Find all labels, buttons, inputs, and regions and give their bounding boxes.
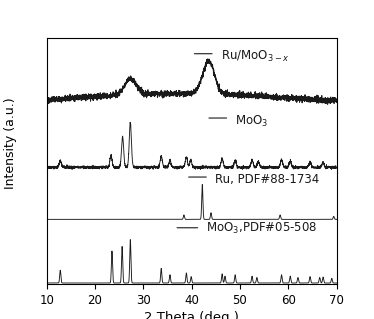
Text: MoO$_3$,PDF#05-508: MoO$_3$,PDF#05-508 (206, 221, 318, 236)
X-axis label: 2 Theta (deg.): 2 Theta (deg.) (144, 311, 239, 319)
Text: Ru, PDF#88-1734: Ru, PDF#88-1734 (215, 173, 319, 186)
Text: MoO$_3$: MoO$_3$ (235, 114, 269, 129)
Text: Intensity (a.u.): Intensity (a.u.) (4, 98, 17, 189)
Text: Ru/MoO$_{3-x}$: Ru/MoO$_{3-x}$ (221, 49, 289, 64)
